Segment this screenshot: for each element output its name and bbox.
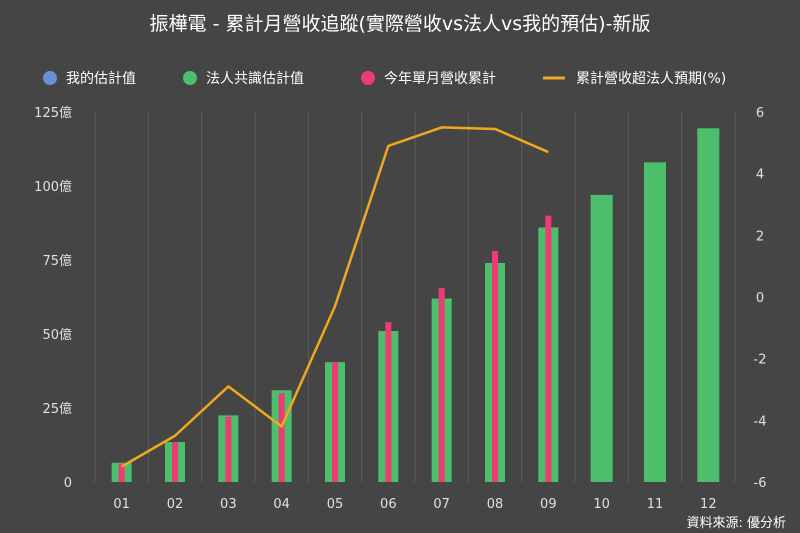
- x-tick-label: 10: [593, 497, 610, 512]
- y-left-tick-label: 0: [64, 476, 72, 491]
- y-right-tick-label: -4: [754, 414, 767, 429]
- y-left-tick-label: 25億: [42, 401, 72, 417]
- bar-actual: [385, 322, 392, 482]
- bar-actual: [172, 442, 178, 482]
- y-right-tick-label: 6: [756, 106, 764, 121]
- bar-actual: [225, 416, 232, 482]
- x-tick-label: 03: [220, 497, 237, 512]
- legend-marker-actual: [361, 71, 375, 85]
- y-left-tick-label: 50億: [42, 327, 72, 343]
- bar-consensus: [590, 194, 613, 482]
- x-tick-label: 07: [433, 497, 450, 512]
- y-right-tick-label: 2: [756, 229, 764, 244]
- legend-marker-consensus: [183, 71, 197, 85]
- y-left-tick-label: 75億: [42, 253, 72, 269]
- bar-actual: [278, 393, 285, 482]
- bar-actual: [118, 463, 125, 482]
- x-tick-label: 09: [540, 497, 557, 512]
- y-left-tick-label: 100億: [34, 179, 72, 195]
- x-tick-label: 06: [380, 497, 397, 512]
- bar-consensus: [697, 128, 720, 482]
- source-note: 資料來源: 優分析: [686, 516, 786, 531]
- y-right-tick-label: -2: [754, 353, 767, 368]
- legend-label-actual: 今年單月營收累計: [384, 71, 496, 87]
- x-tick-label: 05: [327, 497, 344, 512]
- legend-label-line: 累計營收超法人預期(%): [576, 71, 726, 87]
- x-tick-label: 12: [700, 497, 717, 512]
- grid: [94, 112, 736, 482]
- line-series: [121, 126, 549, 468]
- chart-title: 振樺電 - 累計月營收追蹤(實際營收vs法人vs我的預估)-新版: [150, 13, 651, 35]
- y-left-tick-label: 125億: [34, 105, 72, 121]
- bar-consensus: [644, 162, 666, 482]
- bar-actual: [438, 288, 445, 482]
- y-right-tick-label: 4: [756, 168, 764, 183]
- x-tick-label: 02: [167, 497, 184, 512]
- bars: [111, 128, 720, 482]
- x-tick-label: 01: [113, 497, 130, 512]
- x-tick-label: 11: [647, 497, 664, 512]
- legend-label-mine: 我的估計值: [66, 71, 136, 87]
- legend-label-consensus: 法人共識估計值: [206, 71, 304, 87]
- y-right-tick-label: -6: [754, 476, 767, 491]
- legend-marker-mine: [43, 71, 57, 85]
- x-tick-label: 04: [273, 497, 290, 512]
- bar-actual: [492, 251, 498, 482]
- line-excess-vs-consensus: [121, 126, 549, 468]
- bar-actual: [332, 362, 338, 482]
- y-right-tick-label: 0: [756, 291, 764, 306]
- bar-actual: [545, 215, 552, 482]
- legend: 我的估計值 法人共識估計值 今年單月營收累計 累計營收超法人預期(%): [43, 71, 726, 87]
- x-tick-label: 08: [487, 497, 504, 512]
